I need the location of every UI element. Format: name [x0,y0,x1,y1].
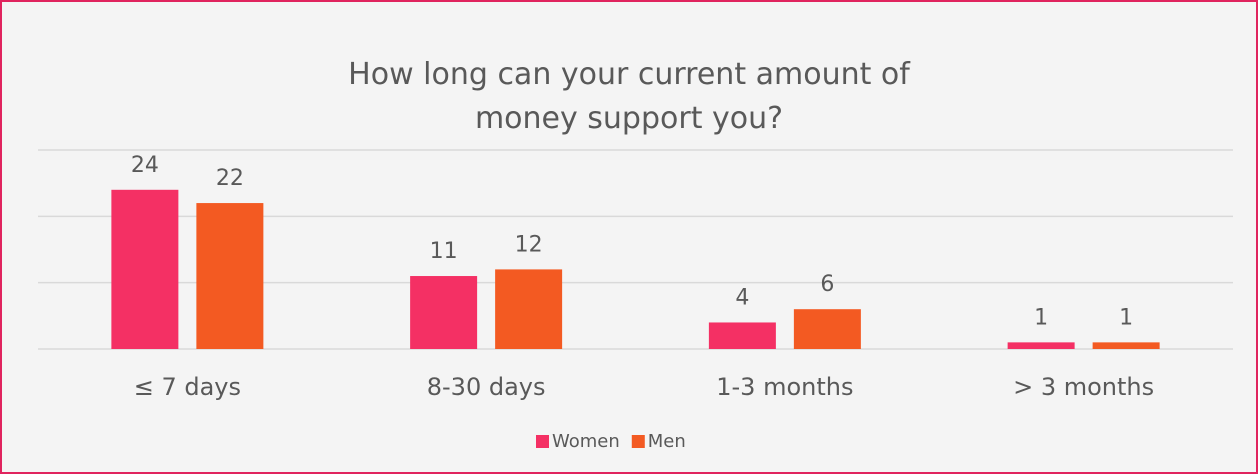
legend-label: Women [552,431,620,452]
bar [1092,342,1160,349]
data-label: 1 [1034,305,1048,330]
data-label: 12 [515,232,543,257]
bar [111,189,179,349]
legend-swatch [536,435,549,448]
data-label: 4 [735,285,749,310]
bar [793,309,861,349]
x-tick-label: ≤ 7 days [134,373,241,401]
x-tick-label: 1-3 months [716,373,853,401]
bar [410,276,478,349]
x-tick-label: 8-30 days [427,373,546,401]
legend-label: Men [648,431,686,452]
x-tick-label: > 3 months [1013,373,1154,401]
data-label: 24 [131,153,159,178]
bar [708,322,776,349]
chart-title: How long can your current amount of money… [348,57,911,136]
bar [495,269,563,349]
bar [1007,342,1075,349]
data-label: 1 [1119,305,1133,330]
data-label: 22 [216,166,244,191]
legend-swatch [631,435,645,448]
data-label: 11 [430,239,458,264]
bar [196,203,264,349]
data-label: 6 [820,272,834,297]
